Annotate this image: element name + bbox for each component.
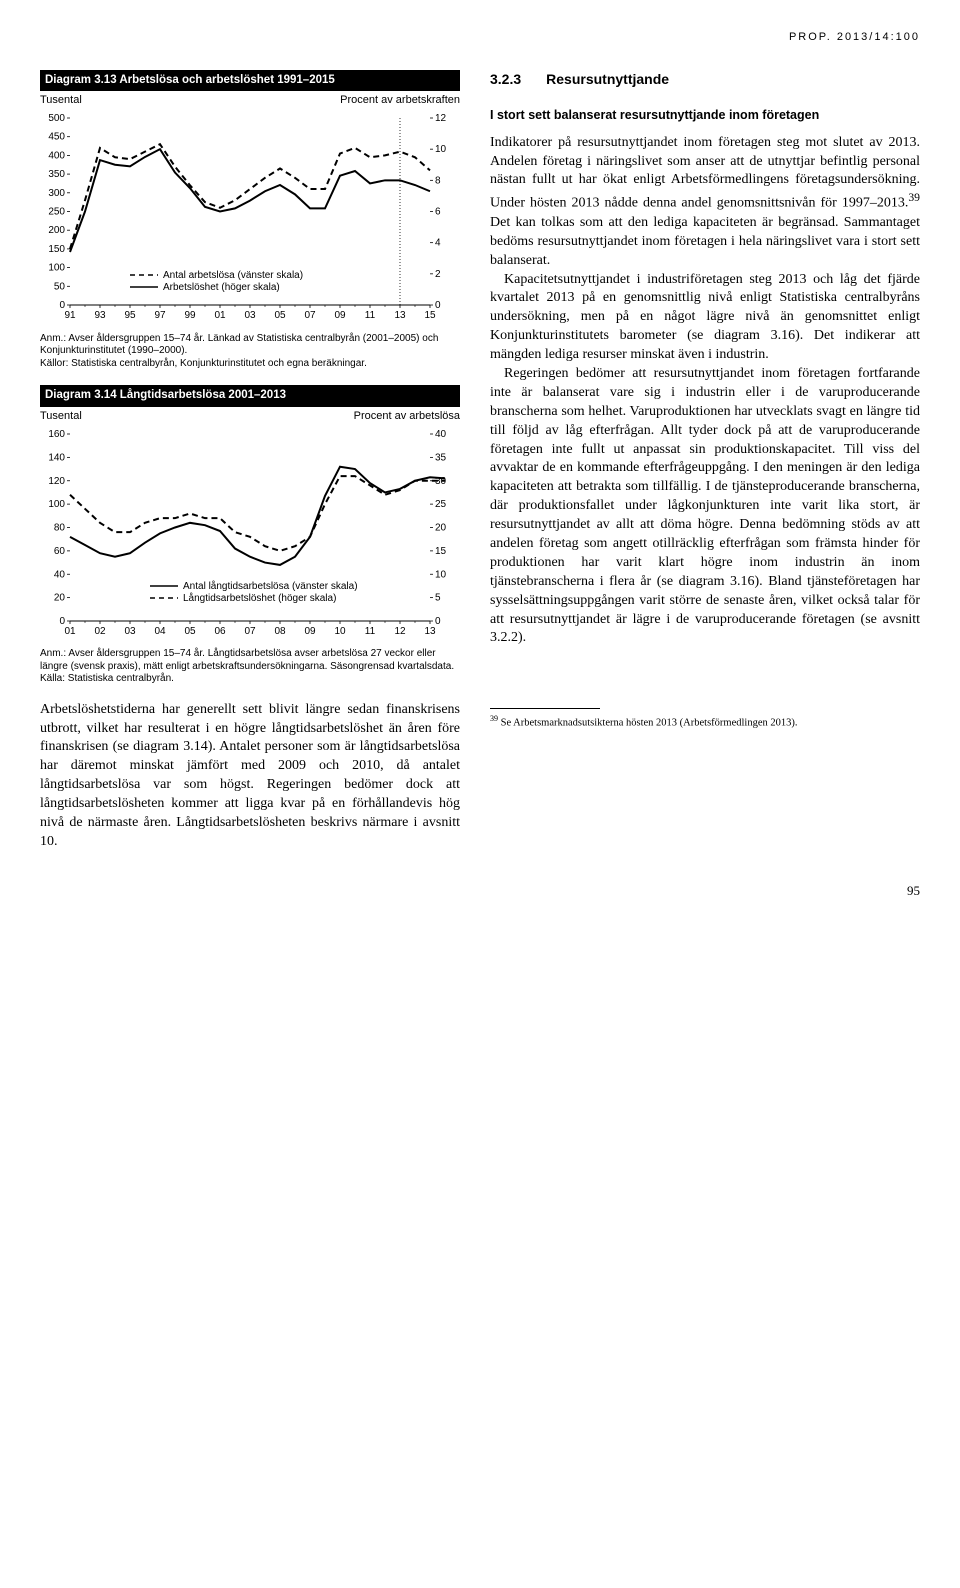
svg-text:09: 09 — [334, 310, 346, 321]
svg-text:20: 20 — [435, 522, 447, 533]
svg-text:40: 40 — [435, 429, 447, 440]
svg-text:160: 160 — [48, 429, 65, 440]
chart-1-axis-labels: Tusental Procent av arbetskraften — [40, 93, 460, 108]
section-heading: 3.2.3 Resursutnyttjande — [490, 70, 920, 89]
svg-text:11: 11 — [365, 310, 376, 321]
svg-text:35: 35 — [435, 452, 447, 463]
svg-text:100: 100 — [48, 263, 65, 274]
svg-text:60: 60 — [54, 545, 66, 556]
chart-1-left-label: Tusental — [40, 93, 82, 108]
svg-text:03: 03 — [244, 310, 256, 321]
svg-text:13: 13 — [394, 310, 406, 321]
footnote-rule — [490, 708, 600, 709]
svg-text:5: 5 — [435, 592, 441, 603]
svg-text:12: 12 — [435, 113, 447, 124]
svg-text:15: 15 — [435, 545, 447, 556]
svg-text:97: 97 — [154, 310, 166, 321]
chart-2-right-label: Procent av arbetslösa — [354, 409, 460, 424]
svg-text:350: 350 — [48, 169, 65, 180]
svg-text:6: 6 — [435, 207, 441, 218]
svg-text:02: 02 — [94, 626, 106, 637]
svg-text:05: 05 — [184, 626, 196, 637]
svg-text:Arbetslöshet (höger skala): Arbetslöshet (höger skala) — [163, 282, 280, 293]
svg-text:93: 93 — [94, 310, 106, 321]
page-header: PROP. 2013/14:100 — [40, 30, 920, 45]
svg-text:50: 50 — [54, 282, 66, 293]
columns: Diagram 3.13 Arbetslösa och arbetslöshet… — [40, 70, 920, 852]
right-p2: Kapacitetsutnyttjandet i industriföretag… — [490, 271, 920, 365]
left-body-para: Arbetslöshetstiderna har generellt sett … — [40, 701, 460, 852]
svg-text:15: 15 — [424, 310, 436, 321]
svg-text:05: 05 — [274, 310, 286, 321]
svg-text:40: 40 — [54, 569, 66, 580]
svg-text:08: 08 — [274, 626, 286, 637]
section-subtitle: I stort sett balanserat resursutnyttjand… — [490, 107, 920, 124]
svg-text:09: 09 — [304, 626, 316, 637]
svg-text:13: 13 — [424, 626, 436, 637]
svg-text:Antal arbetslösa (vänster skal: Antal arbetslösa (vänster skala) — [163, 270, 303, 281]
svg-text:03: 03 — [124, 626, 136, 637]
section-title: Resursutnyttjande — [546, 71, 669, 87]
svg-text:11: 11 — [365, 626, 376, 637]
chart-2: Diagram 3.14 Långtidsarbetslösa 2001–201… — [40, 385, 460, 685]
chart-2-axis-labels: Tusental Procent av arbetslösa — [40, 409, 460, 424]
chart-2-note: Anm.: Avser åldersgruppen 15–74 år. Lång… — [40, 648, 460, 686]
svg-text:Antal långtidsarbetslösa (väns: Antal långtidsarbetslösa (vänster skala) — [183, 580, 358, 592]
svg-text:140: 140 — [48, 452, 65, 463]
svg-text:25: 25 — [435, 499, 447, 510]
svg-text:10: 10 — [334, 626, 346, 637]
svg-text:07: 07 — [304, 310, 316, 321]
svg-text:04: 04 — [154, 626, 166, 637]
left-column: Diagram 3.13 Arbetslösa och arbetslöshet… — [40, 70, 460, 852]
chart-1-right-label: Procent av arbetskraften — [340, 93, 460, 108]
svg-text:Långtidsarbetslöshet (höger sk: Långtidsarbetslöshet (höger skala) — [183, 592, 336, 604]
chart-2-canvas: 0204060801001201401600510152025303540010… — [40, 426, 460, 641]
chart-2-title: Diagram 3.14 Långtidsarbetslösa 2001–201… — [40, 385, 460, 407]
svg-text:95: 95 — [124, 310, 136, 321]
right-p3: Regeringen bedömer att resursutnyttjande… — [490, 365, 920, 648]
svg-text:120: 120 — [48, 475, 65, 486]
chart-1-canvas: 0501001502002503003504004505000246810129… — [40, 110, 460, 325]
right-column: 3.2.3 Resursutnyttjande I stort sett bala… — [490, 70, 920, 852]
svg-text:100: 100 — [48, 499, 65, 510]
svg-text:80: 80 — [54, 522, 66, 533]
svg-text:300: 300 — [48, 188, 65, 199]
svg-text:500: 500 — [48, 113, 65, 124]
chart-1-title: Diagram 3.13 Arbetslösa och arbetslöshet… — [40, 70, 460, 92]
svg-text:8: 8 — [435, 176, 441, 187]
page-number: 95 — [40, 882, 920, 900]
svg-text:4: 4 — [435, 238, 441, 249]
svg-text:10: 10 — [435, 144, 447, 155]
chart-1: Diagram 3.13 Arbetslösa och arbetslöshet… — [40, 70, 460, 370]
svg-text:150: 150 — [48, 244, 65, 255]
chart-2-left-label: Tusental — [40, 409, 82, 424]
svg-text:06: 06 — [214, 626, 226, 637]
svg-text:400: 400 — [48, 151, 65, 162]
svg-text:01: 01 — [214, 310, 226, 321]
right-p1: Indikatorer på resursutnyttjandet inom f… — [490, 134, 920, 271]
section-num: 3.2.3 — [490, 71, 521, 87]
svg-text:250: 250 — [48, 207, 65, 218]
svg-text:0: 0 — [435, 616, 441, 627]
svg-text:10: 10 — [435, 569, 447, 580]
svg-text:2: 2 — [435, 269, 441, 280]
svg-text:20: 20 — [54, 592, 66, 603]
svg-text:91: 91 — [64, 310, 76, 321]
chart-1-note: Anm.: Avser åldersgruppen 15–74 år. Länk… — [40, 333, 460, 371]
svg-text:12: 12 — [394, 626, 406, 637]
svg-text:200: 200 — [48, 225, 65, 236]
svg-text:07: 07 — [244, 626, 256, 637]
svg-text:01: 01 — [64, 626, 76, 637]
svg-text:0: 0 — [435, 300, 441, 311]
svg-text:99: 99 — [184, 310, 196, 321]
svg-text:450: 450 — [48, 132, 65, 143]
footnote: 39 Se Arbetsmarknadsutsikterna hösten 20… — [490, 714, 920, 731]
